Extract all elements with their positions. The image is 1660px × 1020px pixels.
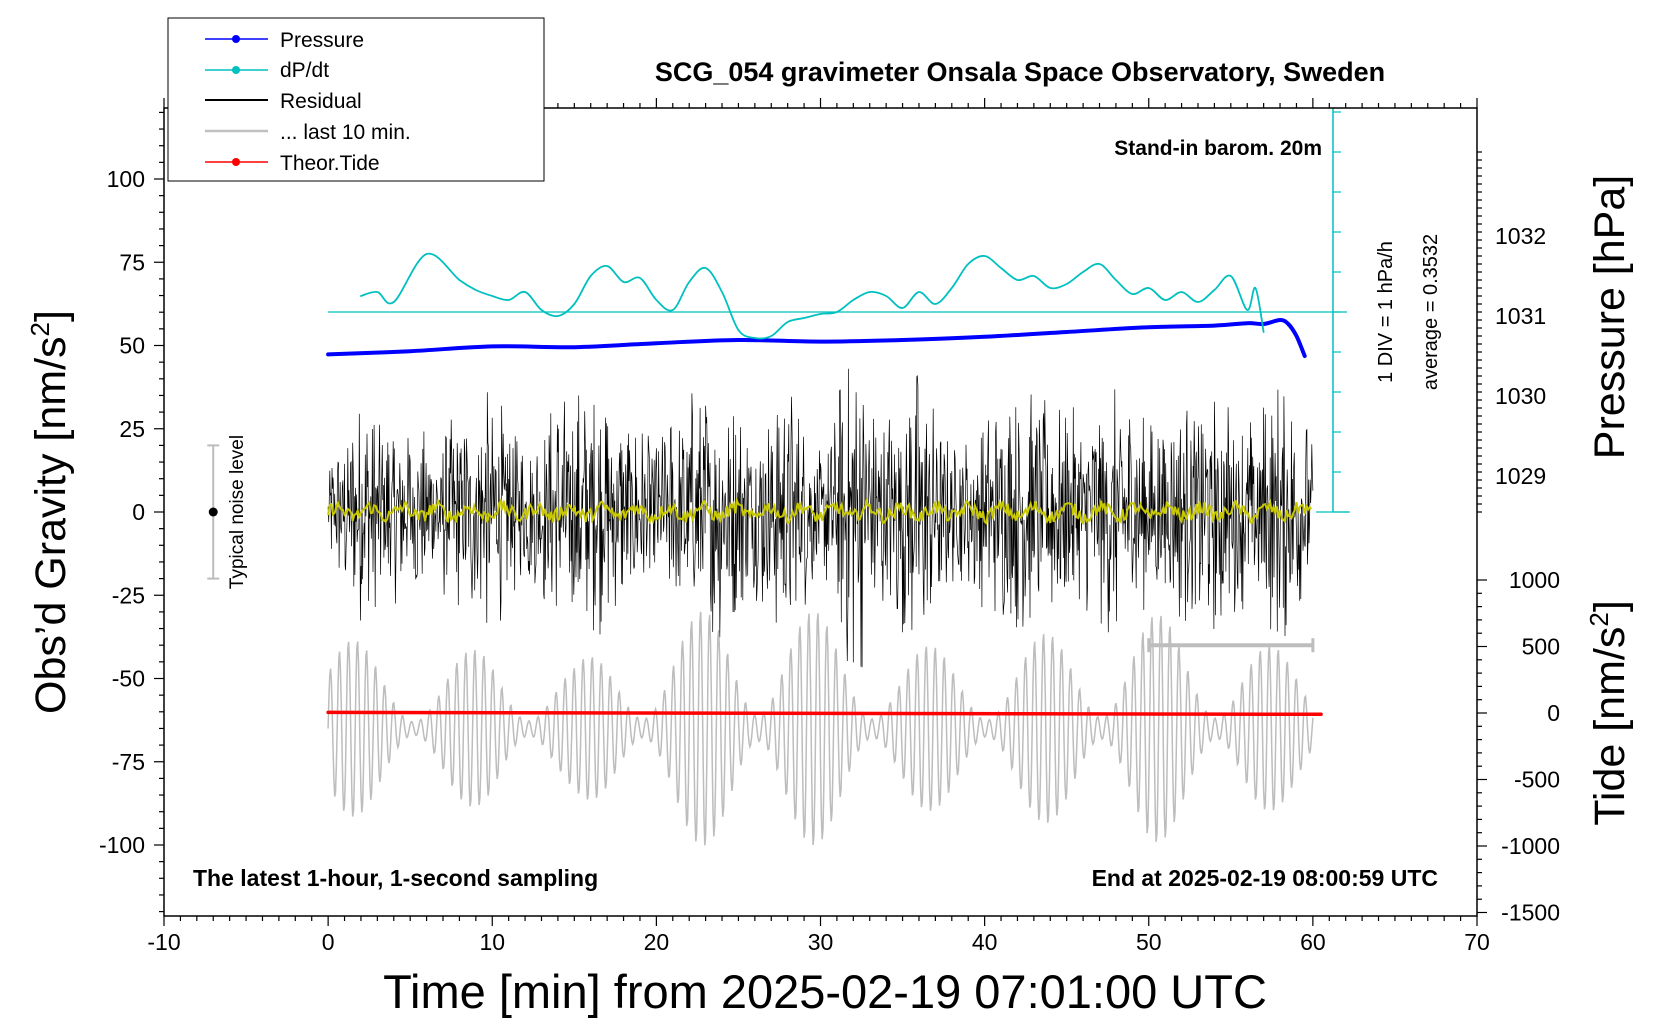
chart-title: SCG_054 gravimeter Onsala Space Observat… xyxy=(655,57,1385,87)
tide-axis-label-main: Tide [nm/s xyxy=(1586,627,1634,826)
legend-label-dpdt: dP/dt xyxy=(280,59,329,82)
pressure-tick-labels: 1032 1031 1030 1029 xyxy=(1495,223,1546,489)
noise-bar-center xyxy=(208,507,218,517)
last10-line xyxy=(327,611,1314,846)
legend: Pressure dP/dt Residual ... last 10 min.… xyxy=(167,17,545,182)
y-axis-label-sup: 2 xyxy=(25,322,55,336)
x-tick-label: 10 xyxy=(479,929,505,955)
tide-axis-label-sup: 2 xyxy=(1584,612,1614,626)
tide-tick-label: -1000 xyxy=(1501,833,1560,859)
residual-line xyxy=(327,368,1314,668)
pressure-tick-label: 1030 xyxy=(1495,383,1546,409)
y-tick-label: 0 xyxy=(132,499,145,525)
annotation-div-scale: 1 DIV = 1 hPa/h xyxy=(1375,241,1397,383)
y-tick-label: -100 xyxy=(99,832,145,858)
legend-marker-dpdt xyxy=(232,66,240,74)
y-tick-label: -25 xyxy=(112,582,145,608)
annotation-noise: Typical noise level xyxy=(227,435,248,589)
x-tick-label: -10 xyxy=(147,929,180,955)
annotation-average: average = 0.3532 xyxy=(1420,234,1442,390)
tide-tick-label: -500 xyxy=(1514,767,1560,793)
y-axis-label-close: ] xyxy=(27,310,75,322)
pressure-tick-label: 1029 xyxy=(1495,463,1546,489)
legend-marker-pressure xyxy=(232,35,240,43)
plot-content xyxy=(207,108,1350,846)
tide-tick-label: 0 xyxy=(1547,700,1560,726)
x-tick-label: 0 xyxy=(322,929,335,955)
x-tick-label: 40 xyxy=(972,929,998,955)
x-axis-label: Time [min] from 2025-02-19 07:01:00 UTC xyxy=(383,965,1267,1018)
y-tick-label: 75 xyxy=(119,249,145,275)
y-tick-label: 25 xyxy=(119,416,145,442)
x-tick-label: 60 xyxy=(1300,929,1326,955)
tide-tick-label: 1000 xyxy=(1509,567,1560,593)
y-tick-label: -75 xyxy=(112,749,145,775)
x-tick-labels: -10 0 10 20 30 40 50 60 70 xyxy=(147,929,1489,955)
pressure-tick-label: 1032 xyxy=(1495,223,1546,249)
tide-axis-label: Tide [nm/s2] xyxy=(1584,600,1634,826)
y-tick-label: 100 xyxy=(107,166,145,192)
tide-tick-labels: 1000 500 0 -500 -1000 -1500 xyxy=(1501,567,1560,926)
y-tick-labels: 100 75 50 25 0 -25 -50 -75 -100 xyxy=(99,166,145,858)
y-tick-label: 50 xyxy=(119,333,145,359)
y-axis-label-main: Obs’d Gravity [nm/s xyxy=(27,336,75,714)
x-tick-label: 50 xyxy=(1136,929,1162,955)
y-axis-label: Obs’d Gravity [nm/s2] xyxy=(25,310,75,714)
theoretical-tide-line xyxy=(326,710,1323,717)
x-tick-label: 30 xyxy=(808,929,834,955)
tide-tick-label: -1500 xyxy=(1501,900,1560,926)
dpdt-scale xyxy=(1316,108,1350,513)
pressure-line xyxy=(326,318,1307,358)
x-tick-label: 70 xyxy=(1464,929,1490,955)
tide-tick-label: 500 xyxy=(1522,634,1560,660)
tide-axis-label-close: ] xyxy=(1586,600,1634,612)
annotation-end-time: End at 2025-02-19 08:00:59 UTC xyxy=(1092,865,1438,891)
x-tick-label: 20 xyxy=(644,929,670,955)
axis-ticks xyxy=(154,98,1487,926)
legend-label-tide: Theor.Tide xyxy=(280,152,380,175)
annotation-latest: The latest 1-hour, 1-second sampling xyxy=(193,865,598,891)
dpdt-line xyxy=(360,252,1265,340)
legend-marker-tide xyxy=(232,158,240,166)
legend-label-pressure: Pressure xyxy=(280,29,364,52)
residual-smoothed-line xyxy=(327,497,1313,526)
y-tick-label: -50 xyxy=(112,666,145,692)
pressure-tick-label: 1031 xyxy=(1495,303,1546,329)
legend-label-last10: ... last 10 min. xyxy=(280,121,411,144)
pressure-axis-label: Pressure [hPa] xyxy=(1586,175,1634,459)
annotation-barometer: Stand-in barom. 20m xyxy=(1114,137,1322,160)
legend-label-residual: Residual xyxy=(280,90,362,113)
